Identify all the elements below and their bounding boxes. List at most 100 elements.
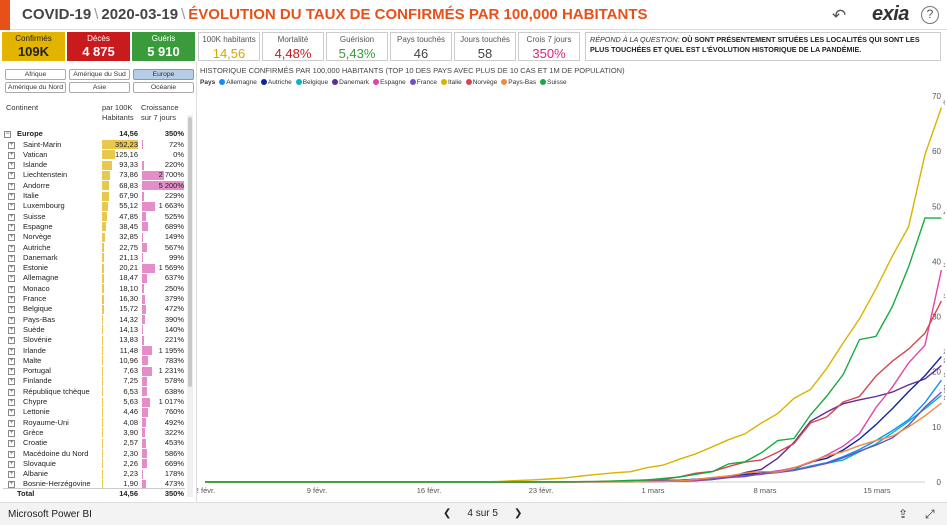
expand-icon[interactable]: + [8,326,15,334]
share-icon[interactable]: ⇪ [898,507,909,521]
expand-icon[interactable]: + [8,337,15,345]
continent-button[interactable]: Afrique [5,69,66,80]
table-row[interactable]: + Allemagne 18,47 637% [3,273,185,283]
expand-icon[interactable]: + [8,450,15,458]
group-row[interactable]: − Europe 14,56 350% [3,129,185,139]
table-row[interactable]: + Norvège 32,85 149% [3,232,185,242]
table-row[interactable]: + Pays-Bas 14,32 390% [3,315,185,325]
powerbi-label[interactable]: Microsoft Power BI [8,509,92,520]
table-row[interactable]: + Espagne 38,45 689% [3,222,185,232]
table-row[interactable]: + Macédoine du Nord 2,30 586% [3,449,185,459]
expand-icon[interactable]: + [8,213,15,221]
legend-item[interactable]: Belgique [295,79,328,86]
table-row[interactable]: + Islande 93,33 220% [3,160,185,170]
table-row[interactable]: + Vatican 125,16 0% [3,150,185,160]
legend-item[interactable]: Espagne [373,79,406,86]
continent-button[interactable]: Océanie [133,82,194,93]
expand-icon[interactable]: + [8,285,15,293]
expand-icon[interactable]: + [8,347,15,355]
expand-icon[interactable]: + [8,306,15,314]
table-row[interactable]: + Slovénie 13,83 221% [3,335,185,345]
expand-icon[interactable]: + [8,172,15,180]
table-row[interactable]: + Lettonie 4,46 760% [3,407,185,417]
expand-icon[interactable]: + [8,357,15,365]
expand-icon[interactable]: + [8,296,15,303]
table-row[interactable]: + Portugal 7,63 1 231% [3,366,185,376]
y-tick-label: 50 [932,202,941,211]
table-row[interactable]: + République tchèque 6,53 638% [3,387,185,397]
expand-icon[interactable]: + [8,409,15,417]
table-row[interactable]: + Luxembourg 55,12 1 663% [3,201,185,211]
table-row[interactable]: + Grèce 3,90 322% [3,428,185,438]
expand-icon[interactable]: + [8,399,15,406]
col-growth-header[interactable]: Croissance sur 7 jours [141,103,179,122]
table-row[interactable]: + Saint-Marin 352,23 72% [3,140,185,150]
expand-icon[interactable]: + [8,429,15,437]
table-row[interactable]: + Chypre 5,63 1 017% [3,397,185,407]
table-row[interactable]: + Autriche 22,75 567% [3,243,185,253]
collapse-icon[interactable]: − [4,131,11,138]
legend-item[interactable]: France [409,79,437,86]
prev-page-icon[interactable]: ❮ [443,508,452,519]
table-row[interactable]: + Malte 10,96 783% [3,356,185,366]
expand-icon[interactable]: + [8,471,15,479]
expand-icon[interactable]: + [8,265,15,273]
fullscreen-icon[interactable]: ⤢ [925,507,935,521]
expand-icon[interactable]: + [8,316,15,324]
table-row[interactable]: + Bosnie-Herzégovine 1,90 473% [3,479,185,489]
expand-icon[interactable]: + [8,388,15,396]
table-row[interactable]: + Albanie 2,23 178% [3,469,185,479]
legend-item[interactable]: Italie [440,79,462,86]
continent-button[interactable]: Europe [133,69,194,80]
expand-icon[interactable]: + [8,162,15,170]
table-row[interactable]: + Slovaquie 2,26 669% [3,459,185,469]
expand-icon[interactable]: + [8,234,15,242]
expand-icon[interactable]: + [8,460,15,468]
expand-icon[interactable]: + [8,244,15,252]
table-row[interactable]: + Danemark 21,13 99% [3,253,185,263]
col-continent-header[interactable]: Continent [6,103,39,112]
expand-icon[interactable]: + [8,440,15,448]
expand-icon[interactable]: + [8,203,15,211]
expand-icon[interactable]: + [8,368,15,376]
table-row[interactable]: + Royaume-Uni 4,08 492% [3,418,185,428]
expand-icon[interactable]: + [8,378,15,386]
table-row[interactable]: + Croatie 2,57 453% [3,438,185,448]
help-icon[interactable]: ? [921,6,939,24]
continent-button[interactable]: Amérique du Nord [5,82,66,93]
legend-item[interactable]: Autriche [260,79,292,86]
expand-icon[interactable]: + [8,419,15,427]
expand-icon[interactable]: + [8,151,15,159]
legend-item[interactable]: Suisse [540,79,567,86]
table-row[interactable]: + France 16,30 379% [3,294,185,304]
stat-card: Pays touchés 46 [390,32,452,61]
table-row[interactable]: + Belgique 15,72 472% [3,304,185,314]
legend-label: France [416,79,437,86]
table-row[interactable]: + Irlande 11,48 1 195% [3,346,185,356]
table-row[interactable]: + Monaco 18,10 250% [3,284,185,294]
legend-item[interactable]: Danemark [332,79,369,86]
scrollbar-thumb[interactable] [188,117,192,387]
table-row[interactable]: + Suède 14,13 140% [3,325,185,335]
table-row[interactable]: + Liechtenstein 73,86 2 700% [3,170,185,180]
col-per100k-header[interactable]: par 100K Habitants [102,103,134,122]
legend-item[interactable]: Allemagne [219,79,257,86]
continent-button[interactable]: Asie [69,82,130,93]
expand-icon[interactable]: + [8,182,15,190]
legend-item[interactable]: Norvège [465,79,497,86]
next-page-icon[interactable]: ❯ [513,508,523,519]
expand-icon[interactable]: + [8,254,15,262]
legend-item[interactable]: Pays-Bas [501,79,536,86]
table-row[interactable]: + Estonie 20,21 1 569% [3,263,185,273]
expand-icon[interactable]: + [8,141,15,149]
continent-button[interactable]: Amérique du Sud [69,69,130,80]
back-arrow-icon[interactable]: ↶ [832,6,847,25]
expand-icon[interactable]: + [8,275,15,283]
expand-icon[interactable]: + [8,223,15,231]
expand-icon[interactable]: + [8,481,15,489]
table-row[interactable]: + Suisse 47,85 525% [3,212,185,222]
table-row[interactable]: + Finlande 7,25 578% [3,376,185,386]
table-row[interactable]: + Italie 67,90 229% [3,191,185,201]
table-row[interactable]: + Andorre 68,83 5 200% [3,181,185,191]
expand-icon[interactable]: + [8,193,15,200]
